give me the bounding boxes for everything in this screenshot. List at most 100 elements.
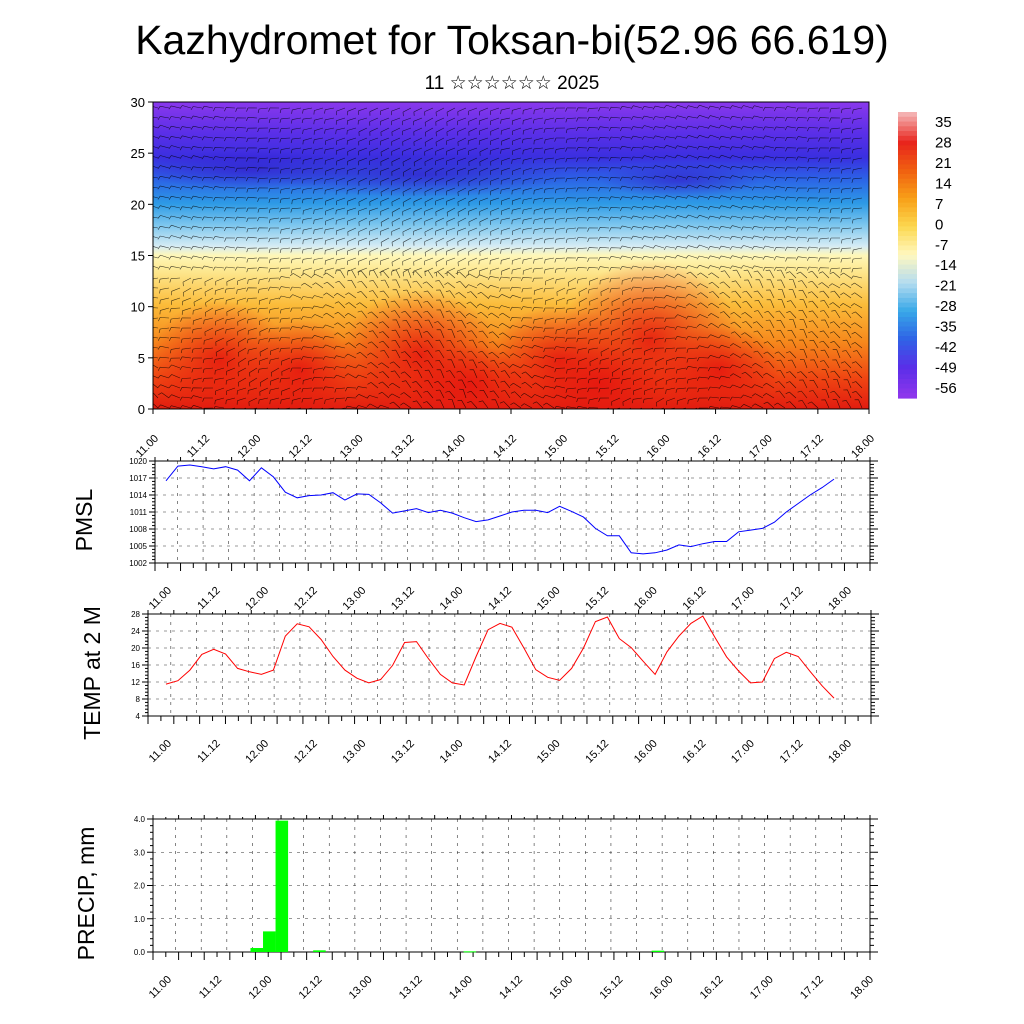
- x-tick-label: 16.12: [696, 433, 724, 461]
- colorbar-segment: [898, 255, 917, 261]
- colorbar-segment: [898, 293, 917, 299]
- x-tick-label: 17.00: [747, 433, 775, 461]
- x-tick-label: 14.00: [440, 433, 468, 461]
- colorbar-label: -56: [935, 380, 957, 397]
- y-tick-label: 2.0: [134, 882, 146, 891]
- y-tick-label: 1002: [129, 559, 147, 568]
- x-tick-label: 11.12: [195, 585, 222, 612]
- x-tick-label: 16.00: [632, 738, 660, 766]
- colorbar-segment: [898, 150, 917, 156]
- colorbar-segment: [898, 274, 917, 280]
- y-tick-label: 0: [138, 402, 145, 417]
- colorbar-segment: [898, 173, 917, 180]
- x-tick-label: 12.00: [246, 974, 274, 1002]
- y-tick-label: 4: [136, 712, 141, 721]
- colorbar-segment: [898, 259, 917, 266]
- grid: [148, 614, 871, 716]
- x-tick-label: 14.12: [491, 433, 519, 461]
- y-tick-label: 20: [131, 197, 145, 212]
- x-tick-label: 15.12: [583, 585, 611, 613]
- y-tick-label: 1020: [129, 457, 147, 466]
- colorbar: 35 28 21 14 7 0 -7 -14 -21 -28 -35 -42 -49 -56: [898, 112, 957, 399]
- x-tick-label: 17.12: [778, 738, 806, 766]
- colorbar-segment: [898, 393, 917, 399]
- x-tick-label: 13.12: [389, 433, 417, 461]
- x-tick-label: 18.00: [826, 738, 854, 766]
- colorbar-label: 0: [935, 216, 943, 233]
- y-tick-label: 1008: [129, 525, 147, 534]
- colorbar-label: -28: [935, 298, 957, 315]
- y-tick-label: 5: [138, 351, 145, 366]
- colorbar-segment: [898, 269, 917, 275]
- colorbar-segment: [898, 388, 917, 394]
- x-tick-label: 13.12: [397, 974, 425, 1002]
- page-subtitle: 11 ☆☆☆☆☆☆ 2025: [424, 73, 600, 94]
- colorbar-segment: [898, 378, 917, 385]
- colorbar-segment: [898, 312, 917, 318]
- pmsl-panel: 1002 1005 1008 1011 1014 1017 1020 PMSL 11.00 11.…: [71, 457, 878, 613]
- y-tick-label: 0.0: [134, 948, 146, 957]
- x-tick-label: 17.12: [798, 433, 826, 461]
- colorbar-label: -21: [935, 278, 957, 295]
- colorbar-segment: [898, 250, 917, 256]
- x-tick-label: 17.00: [729, 585, 757, 613]
- colorbar-segment: [898, 326, 917, 332]
- colorbar-segment: [898, 283, 917, 289]
- x-tick-label: 15.00: [535, 738, 563, 766]
- x-tick-label: 15.00: [542, 433, 570, 461]
- y-tick-label: 25: [131, 146, 145, 161]
- warm-cell: [540, 345, 660, 409]
- warm-cell: [240, 320, 360, 409]
- precip-bar: [275, 820, 289, 952]
- wind-barb-paths: [153, 104, 863, 409]
- colorbar-segment: [898, 235, 917, 242]
- page-title: Kazhydromet for Toksan-bi(52.96 66.619): [135, 17, 889, 63]
- x-tick-label: 11.00: [147, 585, 174, 612]
- colorbar-segment: [898, 264, 917, 270]
- precip-bar: [463, 951, 477, 953]
- x-tick-label: 11.12: [185, 433, 212, 460]
- colorbar-segment: [898, 350, 917, 356]
- y-tick-label: 8: [136, 695, 141, 704]
- x-tick-label: 14.12: [486, 585, 514, 613]
- y-tick-label: 16: [131, 661, 140, 670]
- x-tick-label: 16.00: [648, 974, 676, 1002]
- x-tick-label: 16.12: [698, 974, 726, 1002]
- x-tick-label: 12.00: [243, 738, 271, 766]
- colorbar-segment: [898, 135, 917, 142]
- colorbar-segment: [898, 278, 917, 285]
- colorbar-segment: [898, 140, 917, 146]
- x-tick-label: 12.00: [243, 585, 271, 613]
- y-tick-label: 15: [131, 249, 145, 264]
- cross-section-panel: 0 5 10 15 20 25 30 11.00 11.12 12.00 12.12 13.00 13.…: [131, 95, 878, 461]
- colorbar-label: 28: [935, 134, 952, 151]
- x-tick-label: 11.12: [197, 974, 224, 1001]
- x-tick-label: 11.12: [195, 738, 222, 765]
- x-tick-label: 12.00: [235, 433, 263, 461]
- x-tick-label: 15.12: [583, 738, 611, 766]
- colorbar-label: 35: [935, 114, 952, 131]
- warm-cell: [410, 345, 530, 409]
- colorbar-segment: [898, 345, 917, 351]
- precip-bar: [313, 950, 326, 952]
- x-tick-label: 13.00: [338, 433, 366, 461]
- y-tick-label: 28: [131, 610, 140, 619]
- colorbar-segment: [898, 212, 917, 218]
- colorbar-segment: [898, 112, 917, 118]
- colorbar-segment: [898, 240, 917, 247]
- x-tick-label: 18.00: [848, 974, 876, 1002]
- x-tick-label: 17.00: [729, 738, 757, 766]
- y-tick-label: 10: [131, 300, 145, 315]
- colorbar-segment: [898, 116, 917, 123]
- colorbar-segment: [898, 245, 917, 251]
- precip-panel: 0.0 1.0 2.0 3.0 4.0 PRECIP, mm 11.00 11.12 12.00…: [73, 815, 878, 1002]
- y-tick-label: 30: [131, 95, 145, 110]
- colorbar-segment: [898, 121, 917, 127]
- xsec-plot: [153, 102, 869, 409]
- y-tick-label: 20: [131, 644, 140, 653]
- colorbar-label: -7: [935, 237, 948, 254]
- x-tick-label: 13.00: [340, 585, 368, 613]
- colorbar-segment: [898, 302, 917, 309]
- temp-panel: 4 8 12 16 20 24 28 TEMP at 2 M 11.00 11.12 12.00 12…: [79, 606, 879, 766]
